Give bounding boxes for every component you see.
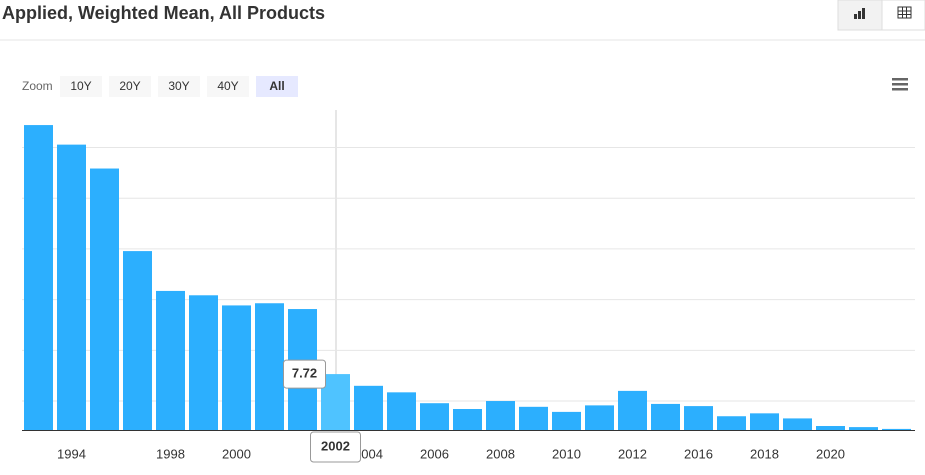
bar [24,125,53,430]
bar [387,392,416,430]
zoom-button[interactable] [60,76,102,97]
zoom-button[interactable] [109,76,151,97]
tooltip-value: 7.72 [292,366,317,381]
bar [453,408,482,430]
x-tick-label: 2004 [354,446,383,461]
x-tick-label: 1994 [57,446,86,461]
x-tick-label: 1998 [156,446,185,461]
bar [420,403,449,430]
table-view-button[interactable] [881,0,925,31]
bar [882,428,911,430]
x-tick-label: 2006 [420,446,449,461]
x-tick-label: 2012 [618,446,647,461]
zoom-button-label: 40Y [217,79,238,93]
axis-tooltip-label: 2002 [321,438,350,453]
bar [90,168,119,431]
menu-icon[interactable] [892,78,908,91]
x-tick-label: 2016 [684,446,713,461]
x-tick-label: 2020 [816,446,845,461]
bar [189,295,218,430]
bar [684,406,713,430]
bar [750,413,779,430]
x-tick-label: 2010 [552,446,581,461]
zoom-button[interactable] [256,76,298,97]
bar [618,390,647,430]
bar [255,303,284,430]
bar [816,426,845,430]
bar [156,290,185,430]
zoom-button-label: 20Y [119,79,140,93]
bar [717,416,746,430]
table-icon [897,6,912,19]
zoom-button[interactable] [207,76,249,97]
x-tick-label: 2000 [222,446,251,461]
zoom-label: Zoom [22,79,53,93]
zoom-button-label: 30Y [168,79,189,93]
bar [585,405,614,430]
zoom-button-label: 10Y [70,79,91,93]
bar [849,427,878,430]
bar [354,385,383,430]
tooltip [283,359,326,389]
bar [57,144,86,431]
header [0,0,925,40]
x-tick-label: 2008 [486,446,515,461]
axis-tooltip [310,431,361,463]
x-tick-label: 2018 [750,446,779,461]
bar [519,406,548,430]
bar [123,251,152,430]
bar [651,403,680,430]
bar-icon [854,8,865,19]
bar [552,411,581,430]
zoom-button[interactable] [158,76,200,97]
bar [486,401,515,430]
chart-title: Applied, Weighted Mean, All Products [2,3,325,23]
zoom-button-label: All [269,79,284,93]
bar [222,305,251,430]
bar [783,418,812,430]
